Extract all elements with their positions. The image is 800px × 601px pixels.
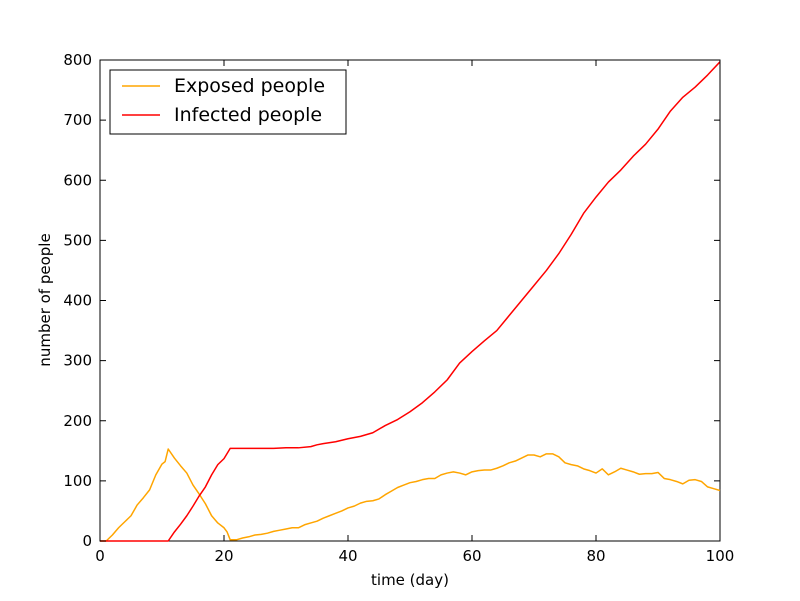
tick-layer: 0 20 40 60 80 100 0 100 200 300 400 500 600 700 800 [63,51,734,565]
y-tick-label: 300 [63,352,92,370]
y-axis-label: number of people [36,233,54,366]
plot-area [99,59,721,542]
y-tick-label: 800 [63,51,92,69]
y-tick-label: 200 [63,412,92,430]
legend-label-exposed: Exposed people [174,75,325,97]
y-tick-label: 0 [82,532,92,550]
x-tick-label: 100 [706,547,735,565]
x-tick-label: 60 [462,547,481,565]
y-tick-label: 700 [63,111,92,129]
x-axis-label: time (day) [371,571,449,589]
series-line-infected-people [100,61,721,542]
x-tick-label: 80 [586,547,605,565]
legend-box [109,69,347,135]
y-tick-label: 500 [63,231,92,249]
y-tick-label: 600 [63,171,92,189]
y-tick-label: 100 [63,472,92,490]
legend: Exposed people Infected people [109,69,347,135]
x-tick-label: 40 [338,547,357,565]
legend-label-infected: Infected people [174,104,322,126]
x-tick-label: 0 [95,547,105,565]
x-tick-label: 20 [214,547,233,565]
series-layer [100,61,721,542]
y-tick-label: 400 [63,292,92,310]
series-line-exposed-people [100,448,721,542]
